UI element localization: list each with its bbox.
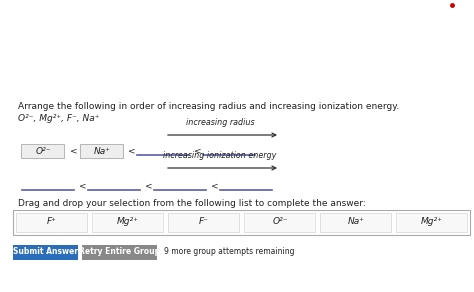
Text: O²⁻: O²⁻ <box>35 147 51 156</box>
FancyBboxPatch shape <box>320 213 392 232</box>
Text: O²⁻: O²⁻ <box>272 218 288 227</box>
Text: <: < <box>128 147 136 156</box>
Text: <: < <box>211 182 219 190</box>
Text: Drag and drop your selection from the following list to complete the answer:: Drag and drop your selection from the fo… <box>18 199 366 208</box>
FancyBboxPatch shape <box>21 144 64 158</box>
FancyBboxPatch shape <box>17 213 88 232</box>
FancyBboxPatch shape <box>13 244 79 260</box>
Text: F⁻: F⁻ <box>199 218 209 227</box>
Text: Arrange the following in order of increasing radius and increasing ionization en: Arrange the following in order of increa… <box>18 102 399 111</box>
FancyBboxPatch shape <box>82 244 157 260</box>
Text: increasing radius: increasing radius <box>186 118 255 127</box>
FancyBboxPatch shape <box>396 213 467 232</box>
FancyBboxPatch shape <box>168 213 239 232</box>
Text: <: < <box>79 182 87 190</box>
Text: Retry Entire Group: Retry Entire Group <box>80 248 161 256</box>
Text: F⁺: F⁺ <box>47 218 57 227</box>
Text: Na⁺: Na⁺ <box>347 218 365 227</box>
Text: increasing ionization energy: increasing ionization energy <box>164 151 277 160</box>
FancyBboxPatch shape <box>92 213 164 232</box>
Text: <: < <box>145 182 153 190</box>
Text: <: < <box>70 147 78 156</box>
Text: Na⁺: Na⁺ <box>93 147 110 156</box>
Text: <: < <box>194 147 201 156</box>
FancyBboxPatch shape <box>13 209 471 234</box>
Text: Mg²⁺: Mg²⁺ <box>421 218 443 227</box>
Text: Submit Answer: Submit Answer <box>13 248 79 256</box>
FancyBboxPatch shape <box>245 213 316 232</box>
Text: 9 more group attempts remaining: 9 more group attempts remaining <box>164 248 294 256</box>
Text: Mg²⁺: Mg²⁺ <box>117 218 139 227</box>
FancyBboxPatch shape <box>81 144 124 158</box>
Text: O²⁻, Mg²⁺, F⁻, Na⁺: O²⁻, Mg²⁺, F⁻, Na⁺ <box>18 114 100 123</box>
